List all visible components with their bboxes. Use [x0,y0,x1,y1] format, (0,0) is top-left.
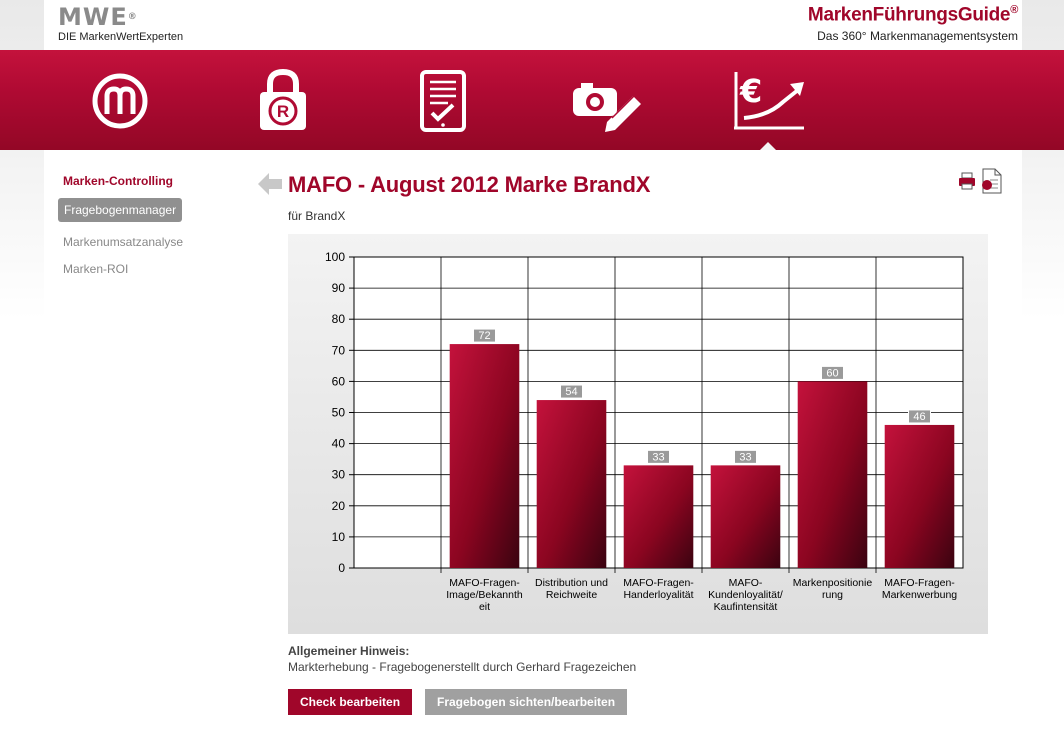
x-tick-label: MAFO-Fragen-Markenwerbung [882,577,957,601]
sidebar: Marken-Controlling Fragebogenmanager Mar… [58,174,238,276]
svg-text:R: R [277,102,289,121]
active-nav-pointer [759,142,777,151]
content-panel: Marken-Controlling Fragebogenmanager Mar… [44,150,1022,738]
data-label-bg [734,449,757,464]
data-label: 33 [652,451,664,463]
page-title: MAFO - August 2012 Marke BrandX [288,172,651,197]
data-label: 54 [565,386,577,398]
sidebar-heading: Marken-Controlling [63,174,173,188]
y-tick-label: 90 [332,281,346,295]
data-label-bg [473,328,496,343]
bar [884,424,955,568]
data-label: 60 [826,367,838,379]
pdf-export-icon[interactable] [980,168,1002,199]
registered-lock-icon: R [260,68,306,130]
y-tick-label: 50 [332,406,346,420]
bar [449,344,520,568]
logo-mark: MWE® [58,3,138,31]
checklist-tablet-icon [420,70,466,132]
svg-text:€: € [739,72,762,110]
y-tick-label: 30 [332,468,346,482]
nav-controlling[interactable]: € [728,68,808,134]
chart-canvas: 0 10 20 30 40 50 60 70 80 90 100 72 MAFO-Fragen-Imag… [325,250,964,613]
back-arrow-icon[interactable] [258,173,284,200]
nav-brand-overview[interactable] [80,68,160,134]
y-tick-label: 60 [332,374,346,388]
x-tick-label: MAFO-Kundenloyalität/Kaufintensität [708,577,783,613]
y-tick-label: 20 [332,499,346,513]
y-tick-label: 70 [332,343,346,357]
toolbar [958,168,1002,199]
nav-media[interactable] [567,68,647,134]
y-tick-label: 80 [332,312,346,326]
data-label: 33 [739,451,751,463]
product-title: MarkenFührungsGuide® [807,4,1018,26]
y-tick-label: 0 [338,561,345,575]
nav-checklist[interactable] [403,68,483,134]
product-branding: MarkenFührungsGuide® Das 360° Markenmana… [808,4,1018,43]
questionnaire-edit-button[interactable]: Fragebogen sichten/bearbeiten [425,689,628,715]
sidebar-item-markenumsatzanalyse[interactable]: Markenumsatzanalyse [63,235,184,249]
x-tick-label: MAFO-Fragen-Image/Bekannth eit [446,577,523,613]
notice-text: Markterhebung - Fragebogenerstellt durch… [288,660,637,674]
data-label-bg [647,449,670,464]
x-tick-label: Markenpositionie rung [793,577,873,601]
x-tick-label: Distribution und Reichweite [535,577,608,601]
print-icon[interactable] [958,172,976,195]
logo-tagline: DIE MarkenWertExperten [58,31,184,43]
y-tick-label: 40 [332,437,346,451]
data-label: 46 [913,411,925,423]
main-navigation: R € [0,50,1064,150]
bar [536,400,607,568]
mwe-logo[interactable]: MWE® DIE MarkenWertExperten [58,4,183,43]
bar [710,465,781,568]
notice-heading: Allgemeiner Hinweis: [288,644,410,658]
data-label-bg [560,384,583,399]
brand-m-circle-icon [92,73,148,129]
data-label-bg [908,409,931,424]
top-header: MWE® DIE MarkenWertExperten MarkenFührun… [44,0,1022,50]
bar-chart: 0 10 20 30 40 50 60 70 80 90 100 72 MAFO-Fragen-Imag… [288,234,988,634]
page-subtitle: für BrandX [288,209,346,223]
euro-growth-chart-icon: € [734,72,804,130]
product-subtitle: Das 360° Markenmanagementsystem [817,29,1018,44]
data-label: 72 [478,330,490,342]
sidebar-item-marken-roi[interactable]: Marken-ROI [63,262,129,276]
y-tick-label: 100 [325,250,345,264]
data-label-bg [821,365,844,380]
x-tick-label: MAFO-Fragen-Handerloyalität [623,577,694,601]
sidebar-item-fragebogenmanager[interactable]: Fragebogenmanager [58,198,183,222]
bar [797,381,868,568]
camera-pencil-icon [573,83,641,132]
bar [623,465,694,568]
nav-brand-protection[interactable]: R [243,68,323,134]
check-edit-button[interactable]: Check bearbeiten [288,689,413,715]
y-tick-label: 10 [332,530,346,544]
